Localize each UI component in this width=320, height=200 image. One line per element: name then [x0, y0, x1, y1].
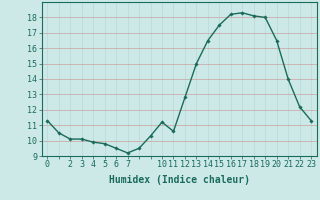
X-axis label: Humidex (Indice chaleur): Humidex (Indice chaleur)	[109, 175, 250, 185]
